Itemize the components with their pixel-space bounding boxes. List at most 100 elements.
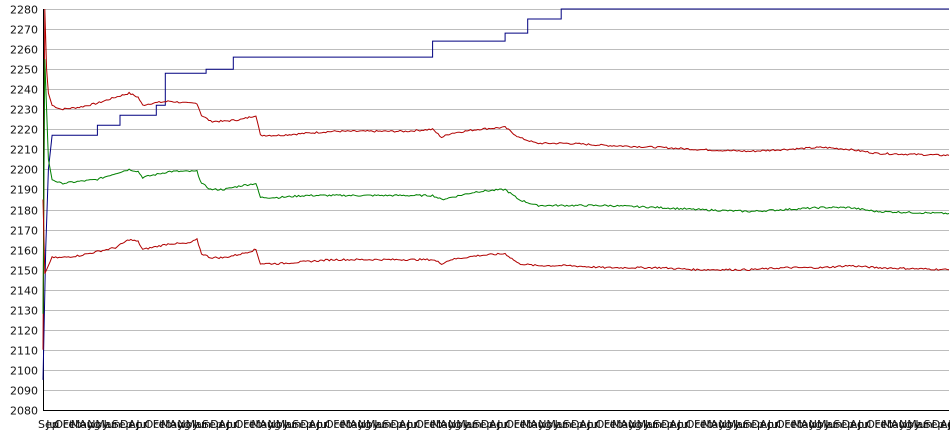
y-tick-label: 2150 [10,265,38,278]
x-tick-label: Nov [177,418,199,431]
x-tick-labels: SepJulOctFebMayAugNovMarJunSepDecAprJulO… [38,418,950,431]
x-tick-label: Oct [686,418,706,431]
x-tick-label: Aug [440,418,461,431]
x-tick-label: Sep [743,418,764,431]
x-tick-label: Nov [628,418,650,431]
x-tick-label: Feb [63,418,82,431]
x-tick-label: Apr [399,418,419,431]
x-tick-label: Apr [760,418,780,431]
y-tick-label: 2270 [10,24,38,37]
x-tick-label: Mar [456,418,477,431]
x-tick-label: Sep [38,418,59,431]
x-tick-label: Aug [169,418,190,431]
x-tick-label: Apr [940,418,950,431]
x-tick-label: Jun [463,418,481,431]
y-tick-label: 2260 [10,44,38,57]
x-tick-label: Feb [243,418,262,431]
x-tick-label: Dec [751,418,772,431]
y-tick-label: 2280 [10,4,38,17]
x-tick-label: Aug [350,418,371,431]
x-tick-label: Dec [300,418,321,431]
x-tick-label: Feb [514,418,533,431]
x-tick-label: Jun [103,418,121,431]
x-tick-label: May [522,418,545,431]
x-tick-label: Sep [473,418,494,431]
x-tick-label: Dec [391,418,412,431]
series-lines [42,8,950,380]
x-tick-label: Mar [637,418,658,431]
x-tick-label: Dec [571,418,592,431]
x-tick-label: Dec [210,418,231,431]
x-tick-label: Aug [891,418,912,431]
x-tick-label: Mar [727,418,748,431]
x-tick-label: Sep [833,418,854,431]
x-tick-label: May [792,418,815,431]
x-tick-label: Oct [866,418,886,431]
x-tick-label: Jul [586,418,600,431]
x-tick-label: Aug [79,418,100,431]
x-tick-label: Jun [373,418,391,431]
x-tick-label: May [251,418,274,431]
x-tick-label: Oct [145,418,165,431]
x-tick-label: Oct [596,418,616,431]
x-tick-label: May [612,418,635,431]
x-tick-label: Jul [947,418,950,431]
x-tick-label: Jul [857,418,871,431]
x-tick-label: Feb [784,418,803,431]
x-tick-label: Jun [914,418,932,431]
x-tick-label: May [702,418,725,431]
x-tick-label: May [432,418,455,431]
y-tick-labels: 2080 2090 2100 2110 2120 2130 2140 2150 2160 2170… [10,4,38,418]
x-tick-label: Feb [694,418,713,431]
x-tick-label: Mar [95,418,116,431]
x-tick-label: Mar [366,418,387,431]
x-tick-label: Sep [382,418,403,431]
y-tick-label: 2200 [10,164,38,177]
series-line-2 [42,8,950,350]
x-tick-label: Mar [817,418,838,431]
x-tick-label: Aug [259,418,280,431]
x-tick-label: Jun [193,418,211,431]
x-tick-label: Sep [653,418,674,431]
y-tick-label: 2230 [10,104,38,117]
x-tick-label: Mar [276,418,297,431]
x-tick-label: Jul [767,418,781,431]
x-tick-label: Nov [87,418,109,431]
x-tick-label: Jun [283,418,301,431]
y-tick-label: 2140 [10,285,38,298]
x-tick-label: May [341,418,364,431]
x-tick-label: Jul [316,418,330,431]
x-tick-label: Oct [776,418,796,431]
x-tick-label: Apr [309,418,329,431]
y-tick-label: 2110 [10,345,38,358]
x-tick-label: May [161,418,184,431]
series-line-4 [42,199,950,274]
x-tick-label: Jul [226,418,240,431]
x-tick-label: Dec [661,418,682,431]
y-tick-label: 2250 [10,64,38,77]
y-tick-label: 2170 [10,225,38,238]
x-tick-label: Mar [907,418,928,431]
x-tick-label: Aug [620,418,641,431]
x-tick-label: Jul [677,418,691,431]
y-tick-label: 2120 [10,325,38,338]
x-tick-label: Aug [530,418,551,431]
x-tick-label: Feb [604,418,623,431]
series-line-3 [42,59,950,314]
y-tick-label: 2160 [10,245,38,258]
x-tick-label: Sep [924,418,945,431]
x-tick-label: Apr [850,418,870,431]
x-tick-label: Feb [423,418,442,431]
x-tick-label: Apr [579,418,599,431]
x-tick-label: Nov [719,418,741,431]
y-tick-label: 2210 [10,144,38,157]
x-tick-label: Nov [809,418,831,431]
x-tick-label: Jul [406,418,420,431]
x-tick-label: Oct [505,418,525,431]
x-tick-label: Apr [128,418,148,431]
x-tick-label: Apr [489,418,509,431]
x-tick-label: Dec [842,418,863,431]
x-tick-label: Nov [358,418,380,431]
x-tick-label: Jun [554,418,572,431]
